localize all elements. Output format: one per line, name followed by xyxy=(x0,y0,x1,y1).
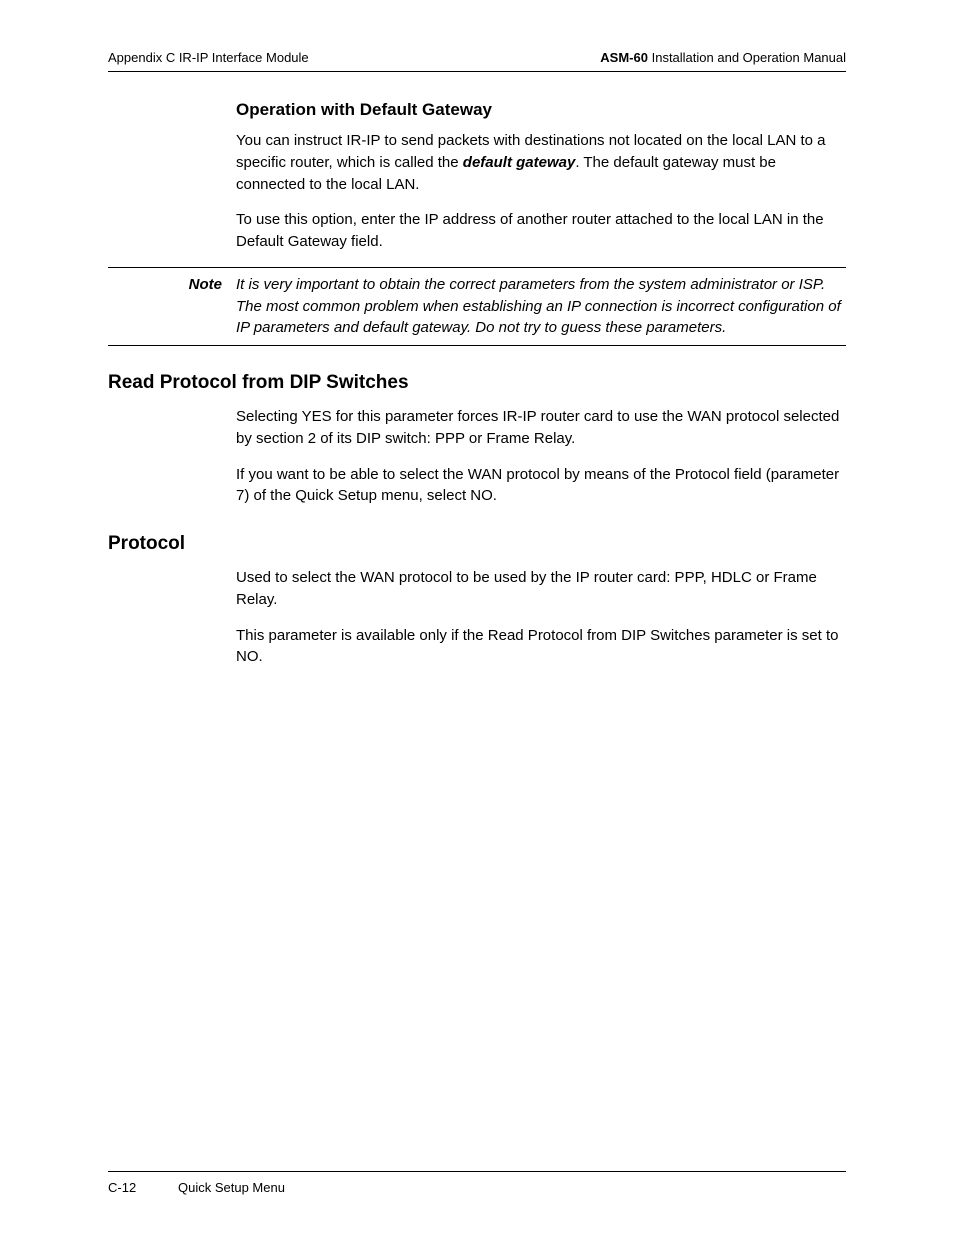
section-opdef: Operation with Default Gateway You can i… xyxy=(236,100,846,253)
section-readproto: Selecting YES for this parameter forces … xyxy=(236,406,846,507)
section-protocol: Used to select the WAN protocol to be us… xyxy=(236,567,846,668)
opdef-p1: You can instruct IR-IP to send packets w… xyxy=(236,130,846,195)
footer-title: Quick Setup Menu xyxy=(178,1180,285,1195)
heading-readproto: Read Protocol from DIP Switches xyxy=(108,372,846,394)
header-left: Appendix C IR-IP Interface Module xyxy=(108,50,309,65)
opdef-p1-em: default gateway xyxy=(463,154,576,171)
heading-protocol: Protocol xyxy=(108,533,846,555)
note-block: Note It is very important to obtain the … xyxy=(108,267,846,346)
header-right-bold: ASM-60 xyxy=(600,50,648,65)
readproto-p2: If you want to be able to select the WAN… xyxy=(236,464,846,508)
heading-opdef: Operation with Default Gateway xyxy=(236,100,846,120)
readproto-p1: Selecting YES for this parameter forces … xyxy=(236,406,846,450)
note-label: Note xyxy=(108,274,236,339)
page-header: Appendix C IR-IP Interface Module ASM-60… xyxy=(108,50,846,72)
header-right-rest: Installation and Operation Manual xyxy=(648,50,846,65)
note-body: It is very important to obtain the corre… xyxy=(236,274,846,339)
page-footer: C-12 Quick Setup Menu xyxy=(108,1171,846,1195)
footer-page-number: C-12 xyxy=(108,1180,178,1195)
protocol-p2: This parameter is available only if the … xyxy=(236,625,846,669)
page: Appendix C IR-IP Interface Module ASM-60… xyxy=(0,0,954,1235)
opdef-p2: To use this option, enter the IP address… xyxy=(236,209,846,253)
header-right: ASM-60 Installation and Operation Manual xyxy=(600,50,846,65)
protocol-p1: Used to select the WAN protocol to be us… xyxy=(236,567,846,611)
